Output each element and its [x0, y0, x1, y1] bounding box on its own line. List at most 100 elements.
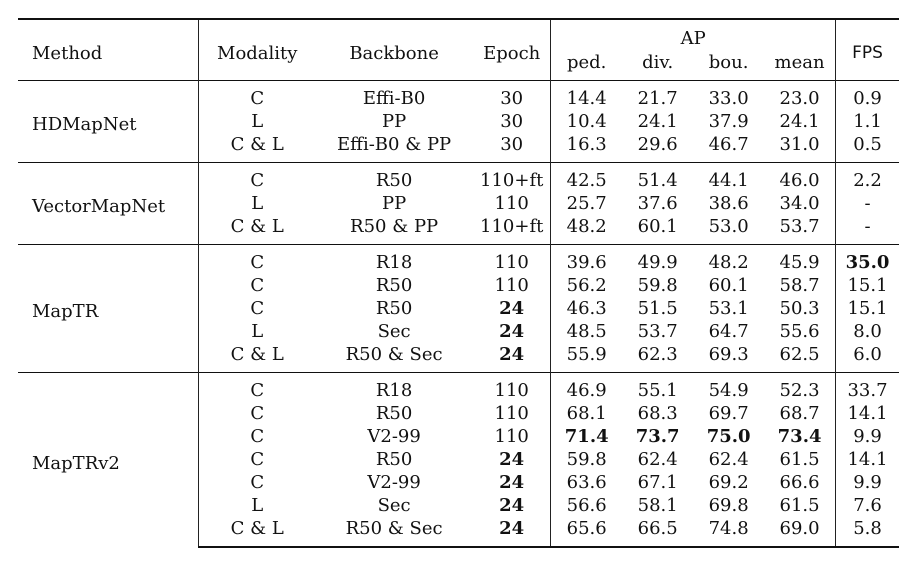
cell-modality: C [198, 80, 316, 110]
header-fps: FPS [835, 18, 899, 81]
cell-ped: 71.4 [564, 426, 609, 447]
cell-backbone: R50 & PP [350, 216, 439, 237]
cell-div: 66.5 [622, 517, 694, 548]
header-ap-ped: ped. [566, 51, 607, 73]
cell-mean: 61.5 [764, 448, 837, 471]
cell-epoch: 24 [473, 297, 552, 320]
table-row: C V2-99 24 63.6 67.1 69.2 66.6 9.9 [18, 471, 899, 494]
cell-bou: 69.2 [708, 472, 749, 493]
cell-bou: 62.4 [708, 449, 749, 470]
cell-fps: 9.9 [853, 472, 882, 493]
cell-modality: C & L [230, 344, 284, 365]
method-name: HDMapNet [18, 80, 200, 163]
cell-modality: C [250, 298, 265, 319]
table-row: C & L R50 & Sec 24 55.9 62.3 69.3 62.5 6.0 [18, 343, 899, 373]
cell-bou: 33.0 [693, 80, 765, 110]
cell-modality: C [198, 372, 316, 402]
cell-epoch: 110 [473, 244, 552, 274]
cell-epoch: 24 [473, 320, 552, 343]
cell-div: 58.1 [637, 495, 678, 516]
cell-ped: 55.9 [566, 344, 607, 365]
table-row: VectorMapNet C R50 110+ft 42.5 51.4 44.1 46.0 2.… [18, 162, 899, 245]
cell-epoch: 110 [473, 372, 552, 402]
cell-ped: 14.4 [550, 80, 623, 110]
cell-fps: 6.0 [853, 344, 882, 365]
table-row: MapTR C R18 110 39.6 49.9 48.2 45.9 35.0 [18, 244, 899, 373]
table-row: HDMapNet C Effi-B0 30 14.4 21.7 33.0 23.0 0.9 [18, 80, 899, 163]
table-row: C R50 24 59.8 62.4 62.4 61.5 14.1 [18, 448, 899, 471]
cell-backbone: Sec [377, 495, 411, 516]
cell-modality: C [250, 275, 265, 296]
cell-bou: 48.2 [693, 244, 765, 274]
cell-epoch: 110 [473, 192, 552, 215]
cell-fps: 0.5 [853, 134, 882, 155]
cell-backbone: Sec [377, 321, 411, 342]
cell-div: 24.1 [637, 111, 678, 132]
cell-fps: 7.6 [853, 495, 882, 516]
cell-div: 67.1 [637, 472, 678, 493]
cell-modality: C [250, 449, 265, 470]
cell-epoch: 24 [473, 448, 552, 471]
cell-backbone: V2-99 [367, 426, 421, 447]
cell-fps: 2.2 [835, 162, 899, 192]
cell-mean: 68.7 [764, 402, 837, 425]
cell-backbone: R50 [375, 403, 413, 424]
cell-backbone: Effi-B0 [315, 80, 474, 110]
cell-epoch: 110 [473, 274, 552, 297]
cell-div: 51.4 [622, 162, 694, 192]
table-row: C V2-99 110 71.4 73.7 75.0 73.4 9.9 [18, 425, 899, 448]
cell-ped: 56.2 [566, 275, 607, 296]
cell-div: 60.1 [637, 216, 678, 237]
cell-mean: 66.6 [764, 471, 837, 494]
cell-backbone: R50 [315, 162, 474, 192]
table-row: L PP 30 10.4 24.1 37.9 24.1 1.1 [18, 110, 899, 133]
table-row: C & L R50 & PP 110+ft 48.2 60.1 53.0 53.7 - [18, 215, 899, 245]
cell-epoch: 30 [473, 133, 552, 163]
table-row: C & L Effi-B0 & PP 30 16.3 29.6 46.7 31.0 0.5 [18, 133, 899, 163]
cell-div: 73.7 [635, 426, 680, 447]
cell-mean: 31.0 [764, 133, 837, 163]
cell-mean: 45.9 [764, 244, 837, 274]
cell-modality: C [250, 426, 265, 447]
cell-backbone: PP [381, 111, 407, 132]
cell-ped: 39.6 [550, 244, 623, 274]
table-row: L Sec 24 56.6 58.1 69.8 61.5 7.6 [18, 494, 899, 517]
header-ap: AP [550, 18, 837, 50]
cell-epoch: 24 [473, 517, 552, 548]
cell-mean: 53.7 [764, 215, 837, 245]
cell-backbone: V2-99 [367, 472, 421, 493]
cell-bou: 44.1 [693, 162, 765, 192]
cell-div: 62.4 [637, 449, 678, 470]
cell-backbone: R50 & Sec [315, 517, 474, 548]
table-row: L Sec 24 48.5 53.7 64.7 55.6 8.0 [18, 320, 899, 343]
cell-ped: 48.2 [566, 216, 607, 237]
cell-modality: L [251, 193, 264, 214]
cell-div: 29.6 [637, 134, 678, 155]
cell-mean: 62.5 [764, 343, 837, 373]
cell-div: 49.9 [622, 244, 694, 274]
table-row: MapTRv2 C R18 110 46.9 55.1 54.9 52.3 33.7 [18, 372, 899, 547]
header-backbone: Backbone [315, 18, 474, 81]
table-body: HDMapNet C Effi-B0 30 14.4 21.7 33.0 23.0 0.9 L PP… [18, 80, 899, 548]
cell-mean: 46.0 [764, 162, 837, 192]
cell-mean: 23.0 [764, 80, 837, 110]
table-row: C R50 24 46.3 51.5 53.1 50.3 15.1 [18, 297, 899, 320]
cell-modality: L [251, 111, 264, 132]
cell-modality: C [250, 403, 265, 424]
cell-modality: C & L [198, 517, 316, 548]
cell-ped: 46.9 [550, 372, 623, 402]
cell-div: 21.7 [622, 80, 694, 110]
cell-bou: 74.8 [693, 517, 765, 548]
method-name: VectorMapNet [18, 162, 200, 245]
cell-ped: 63.6 [566, 472, 607, 493]
header-ap-mean: mean [764, 50, 837, 81]
header-ap-bou: bou. [708, 51, 749, 73]
cell-modality: C [250, 472, 265, 493]
cell-ped: 16.3 [566, 134, 607, 155]
cell-backbone: R18 [315, 372, 474, 402]
cell-div: 53.7 [637, 321, 678, 342]
cell-mean: 55.6 [764, 320, 837, 343]
cell-backbone: Effi-B0 & PP [337, 134, 452, 155]
cell-div: 59.8 [637, 275, 678, 296]
cell-ped: 68.1 [566, 403, 607, 424]
